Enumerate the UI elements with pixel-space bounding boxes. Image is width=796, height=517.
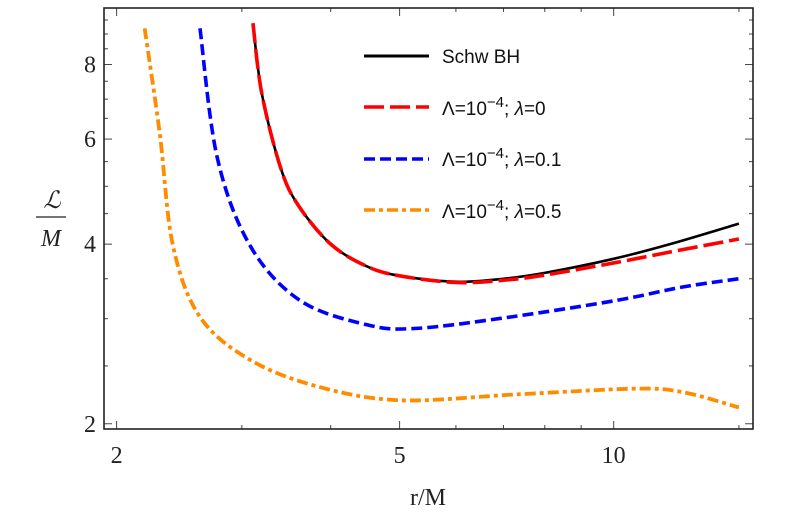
y-label-denominator: M [40,226,63,252]
legend: Schw BH Λ=10−4; λ=0 Λ=10−4; λ=0.1 Λ=10−4… [364,47,561,223]
x-axis-label: r/M [410,485,446,511]
legend-label-lambda-0-1: Λ=10−4; λ=0.1 [442,145,561,171]
y-axis-label: ℒ M [36,188,66,252]
x-tick-label: 10 [602,443,626,469]
legend-label-lambda-0: Λ=10−4; λ=0 [442,94,546,120]
tick-labels: 2 5 10 2 4 6 8 [84,53,626,469]
series-line-1 [251,23,740,285]
y-tick-label: 4 [84,232,96,258]
x-tick-label: 5 [394,443,406,469]
axis-ticks [104,8,753,429]
y-tick-label: 2 [84,412,96,438]
x-tick-label: 2 [111,443,123,469]
legend-label-lambda-0-5: Λ=10−4; λ=0.5 [442,197,561,223]
y-label-numerator: ℒ [43,188,61,214]
y-tick-label: 6 [84,127,96,153]
series-line-3 [142,28,740,410]
y-tick-label: 8 [84,53,96,79]
plot-frame [103,7,754,430]
series-line-2 [198,28,740,331]
legend-label-schw: Schw BH [442,47,520,68]
series-curves [142,23,740,410]
